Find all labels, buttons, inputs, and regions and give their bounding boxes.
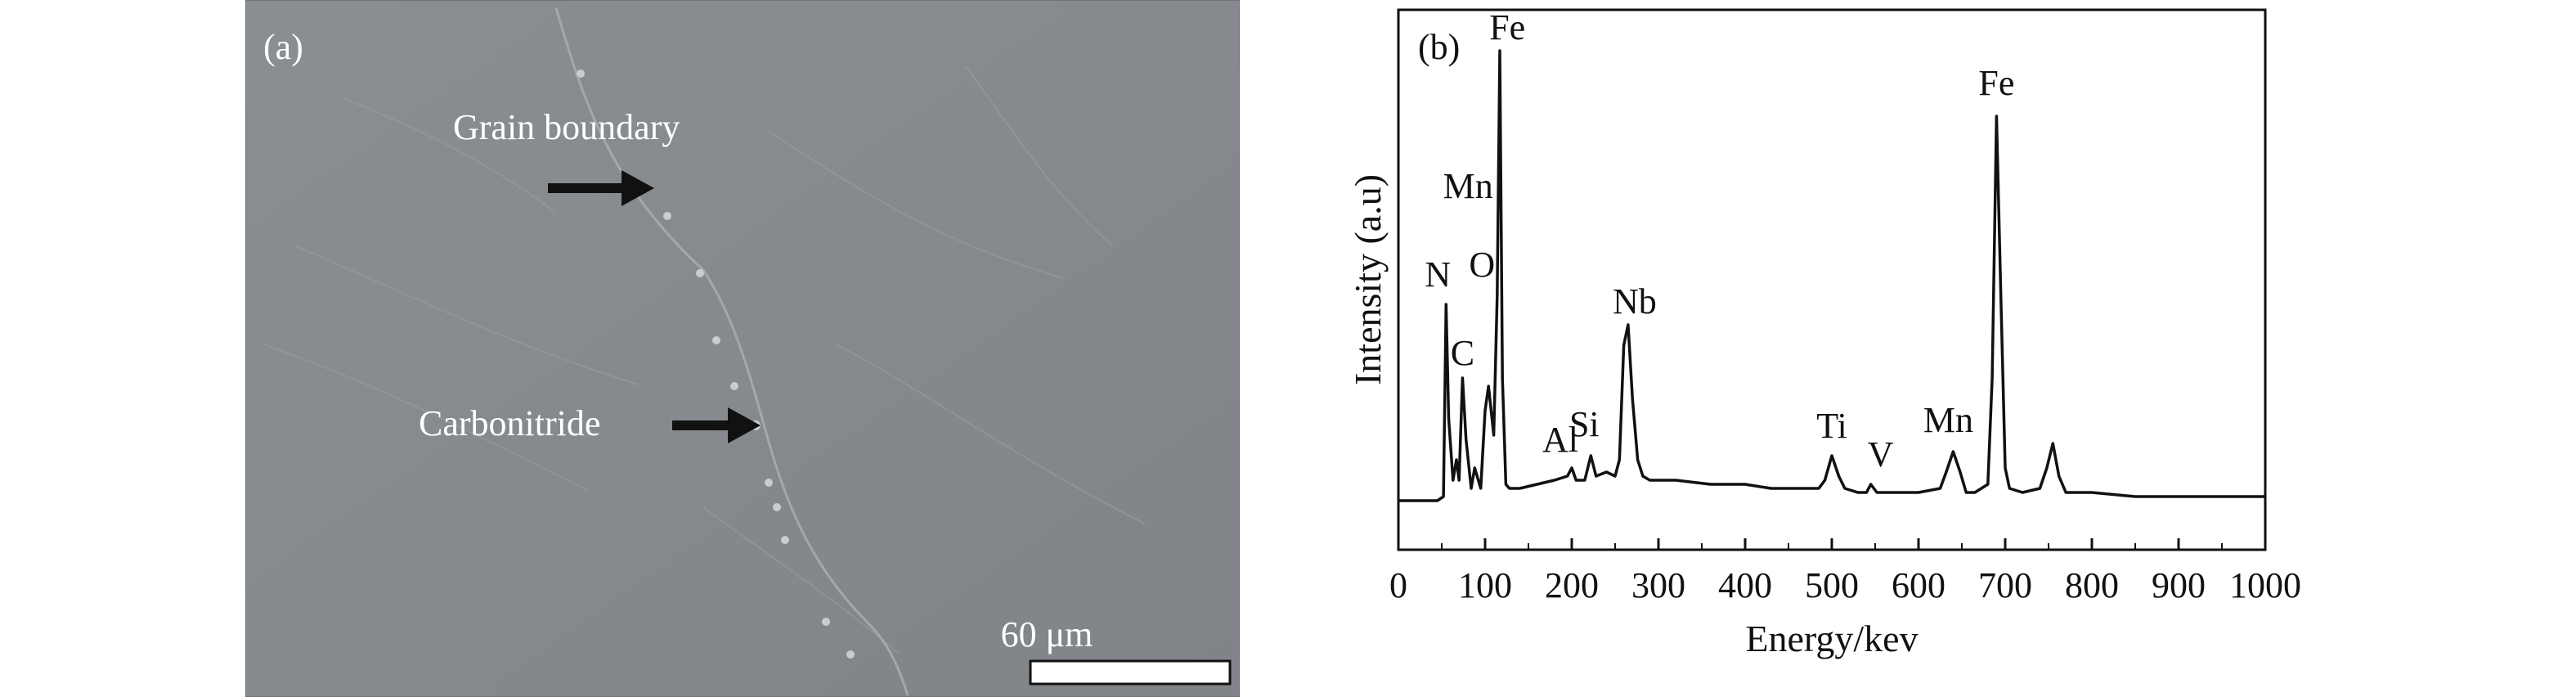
panel-b-label: (b) [1418, 27, 1460, 67]
particle [663, 212, 671, 220]
carbonitride-arrow-icon [672, 407, 761, 443]
peak-label: Si [1569, 404, 1600, 444]
particle [781, 536, 789, 544]
x-axis-tick-labels: 0 100 200 300 400 500 600 700 800 900 1000 [1389, 565, 2301, 605]
x-tick-label: 100 [1458, 565, 1512, 605]
particle [577, 70, 585, 78]
particle [846, 650, 855, 659]
peak-label: Fe [1978, 63, 2014, 103]
eds-spectrum-panel: 0 100 200 300 400 500 600 700 800 900 1000 N C O Fe Mn… [1325, 0, 2355, 697]
peak-label: C [1451, 333, 1474, 373]
carbonitride-label: Carbonitride [419, 403, 600, 443]
spectrum-series-line [1398, 49, 2265, 502]
peak-label: Mn [1443, 166, 1493, 206]
x-axis-title: Energy/kev [1745, 618, 1918, 659]
grain-boundary-label: Grain boundary [453, 107, 680, 147]
peak-label: V [1868, 434, 1894, 474]
x-tick-label: 300 [1631, 565, 1685, 605]
x-tick-label: 600 [1892, 565, 1945, 605]
grain-boundary-arrow-icon [548, 170, 654, 206]
y-axis-title: Intensity (a.u) [1347, 174, 1389, 385]
plot-frame [1397, 8, 2267, 551]
particle [773, 503, 781, 511]
x-tick-label: 1000 [2229, 565, 2301, 605]
micrograph-background [245, 0, 1240, 697]
peak-label: N [1425, 254, 1451, 295]
particle [696, 269, 704, 277]
panel-a-label: (a) [263, 27, 303, 67]
grain-boundary-line [554, 7, 909, 696]
x-tick-label: 700 [1978, 565, 2032, 605]
sem-micrograph-panel: (a) Grain boundary Carbonitride 60 μm [245, 0, 1240, 697]
particle [822, 618, 830, 626]
x-tick-label: 400 [1718, 565, 1772, 605]
x-tick-label: 0 [1389, 565, 1407, 605]
sem-micrograph: (a) Grain boundary Carbonitride 60 μm [245, 0, 1240, 697]
particle [730, 382, 738, 390]
particle [712, 336, 720, 344]
scale-bar-label: 60 μm [1001, 614, 1093, 654]
x-tick-label: 900 [2152, 565, 2206, 605]
surface-scratches [261, 65, 1146, 655]
particle [765, 479, 773, 487]
peak-label: Fe [1489, 7, 1525, 47]
x-axis-ticks [1397, 538, 2267, 550]
x-tick-label: 500 [1805, 565, 1859, 605]
peak-label: Ti [1816, 406, 1847, 446]
x-tick-label: 200 [1545, 565, 1599, 605]
scale-bar [1029, 659, 1232, 686]
peak-label: Nb [1613, 281, 1657, 322]
eds-spectrum-chart: 0 100 200 300 400 500 600 700 800 900 1000 NC O Fe Mn… [1347, 7, 2301, 659]
peak-label: Mn [1923, 400, 1973, 440]
x-tick-label: 800 [2065, 565, 2119, 605]
peak-label: O [1469, 245, 1495, 285]
peak-label: Al [1542, 420, 1578, 460]
